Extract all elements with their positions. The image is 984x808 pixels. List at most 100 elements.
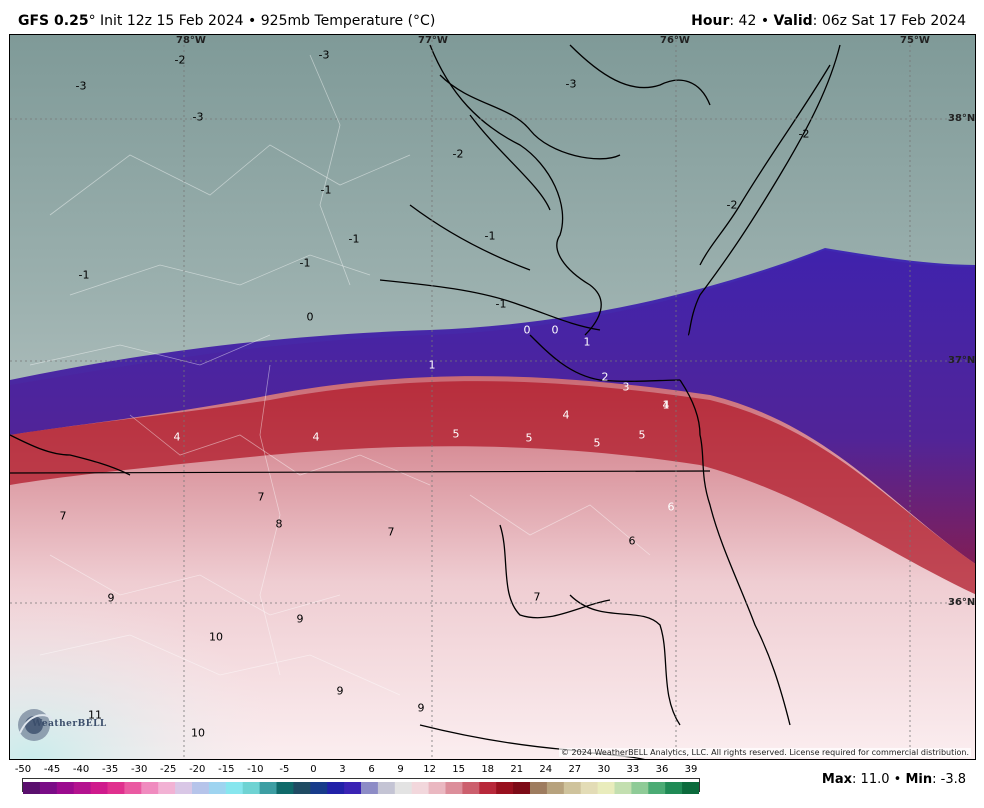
- contour-label: -1: [78, 268, 90, 282]
- contour-label: 9: [296, 612, 304, 626]
- colorbar-swatch: [479, 782, 497, 794]
- colorbar-swatch: [344, 782, 362, 794]
- colorbar-tick: -20: [189, 764, 206, 775]
- contour-label: 0: [306, 310, 314, 324]
- temperature-map: 78°W 77°W 76°W 75°W 38°N 37°N 36°N -2 -3…: [9, 34, 976, 760]
- colorbar-tick: 18: [481, 764, 495, 775]
- readout-bullet: •: [893, 772, 902, 787]
- colorbar-tick: -10: [247, 764, 264, 775]
- colorbar-tick: -5: [279, 764, 290, 775]
- colorbar-swatch: [39, 782, 58, 794]
- colorbar-swatch: [175, 782, 193, 794]
- colorbar-swatch: [445, 782, 463, 794]
- colorbar-swatch: [411, 782, 430, 794]
- colorbar-tick: 36: [655, 764, 669, 775]
- contour-label: 1: [583, 335, 591, 349]
- chart-title: GFS 0.25° Init 12z 15 Feb 2024 • 925mb T…: [18, 13, 435, 29]
- colorbar-swatch: [648, 782, 666, 794]
- contour-label: -2: [798, 127, 810, 141]
- lon-label-76w: 76°W: [660, 35, 690, 46]
- colorbar-swatch: [530, 782, 548, 794]
- colorbar-swatch: [293, 782, 311, 794]
- contour-label: 0: [551, 323, 559, 337]
- colorbar-swatch: [631, 782, 649, 794]
- contour-label: 7: [257, 490, 265, 504]
- valid-value: : 06z Sat 17 Feb 2024: [812, 13, 966, 29]
- contour-label: -3: [318, 48, 330, 62]
- colorbar-swatch: [225, 782, 244, 794]
- init-time: Init 12z 15 Feb 2024: [100, 13, 244, 29]
- colorbar-swatch: [56, 782, 75, 794]
- colorbar-swatch: [428, 782, 446, 794]
- contour-label: 5: [525, 431, 533, 445]
- contour-label: -1: [348, 232, 360, 246]
- lat-label-36n: 36°N: [948, 597, 976, 608]
- colorbar-swatch: [141, 782, 159, 794]
- colorbar-swatch: [496, 782, 514, 794]
- state-boundary: [10, 470, 711, 474]
- contour-label: 2: [601, 370, 609, 384]
- lon-label-75w: 75°W: [900, 35, 930, 46]
- field-name: 925mb Temperature (°C): [260, 13, 436, 29]
- contour-label: 9: [417, 701, 425, 715]
- colorbar-tick: 33: [626, 764, 640, 775]
- colorbar-tick: 9: [397, 764, 404, 775]
- hour-value: : 42: [729, 13, 757, 29]
- contour-label: 4: [662, 398, 670, 412]
- colorbar-swatch: [90, 782, 108, 794]
- colorbar-tick: -40: [72, 764, 90, 775]
- colorbar-tick: 12: [423, 764, 436, 775]
- southwest-glow: [10, 465, 430, 759]
- colorbar-tick: 3: [339, 764, 346, 775]
- colorbar-tick: -25: [160, 764, 177, 775]
- contour-label: 10: [191, 726, 205, 740]
- colorbar-tick: 30: [597, 764, 611, 775]
- colorbar-swatch: [513, 782, 531, 794]
- min-value: : -3.8: [932, 772, 966, 787]
- max-label: Max: [821, 772, 853, 787]
- colorbar-swatch: [563, 782, 582, 794]
- hour-label: Hour: [691, 13, 730, 29]
- colorbar-tick: 24: [539, 764, 553, 775]
- contour-label: -2: [174, 53, 186, 67]
- lon-label-78w: 78°W: [176, 35, 206, 46]
- lat-label-38n: 38°N: [948, 113, 976, 124]
- colorbar-tick: 6: [368, 764, 375, 775]
- info-bullet: •: [760, 13, 770, 29]
- contour-label: -1: [299, 256, 311, 270]
- colorbar-swatch: [192, 782, 210, 794]
- map-canvas: [10, 35, 975, 759]
- contour-label: -1: [320, 183, 332, 197]
- contour-label: 4: [173, 430, 181, 444]
- colorbar-tick: -30: [131, 764, 148, 775]
- lon-label-77w: 77°W: [418, 35, 448, 46]
- contour-label: 5: [593, 436, 601, 450]
- colorbar-swatch: [546, 782, 565, 794]
- colorbar-swatch: [310, 782, 328, 794]
- graticule: [10, 35, 975, 759]
- header: GFS 0.25° Init 12z 15 Feb 2024 • 925mb T…: [0, 0, 984, 34]
- contour-label: 3: [622, 380, 630, 394]
- contour-label: 10: [209, 630, 223, 644]
- colorbar-swatch: [23, 782, 41, 794]
- logo-swirl-icon: [18, 709, 53, 741]
- colorbar-tick: 0: [310, 764, 317, 775]
- contour-label: -2: [452, 147, 464, 161]
- contour-label: 7: [387, 525, 395, 539]
- colorbar-swatch: [682, 782, 700, 794]
- min-label: Min: [905, 772, 933, 787]
- contour-label: -1: [495, 297, 507, 311]
- lat-label-37n: 37°N: [948, 355, 976, 366]
- contour-label: 1: [662, 398, 670, 412]
- colorbar-swatch: [208, 782, 227, 794]
- valid-label: Valid: [773, 13, 813, 29]
- contour-label: 4: [562, 408, 570, 422]
- contour-label: 5: [452, 427, 460, 441]
- contour-label: 6: [667, 500, 675, 514]
- weatherbell-logo: WeatherBELL: [14, 705, 106, 745]
- red-core: [10, 381, 975, 595]
- contour-label: 8: [275, 517, 283, 531]
- colorbar-tick: 21: [510, 764, 524, 775]
- colorbar-tick: -15: [218, 764, 235, 775]
- contour-label: 1: [428, 358, 436, 372]
